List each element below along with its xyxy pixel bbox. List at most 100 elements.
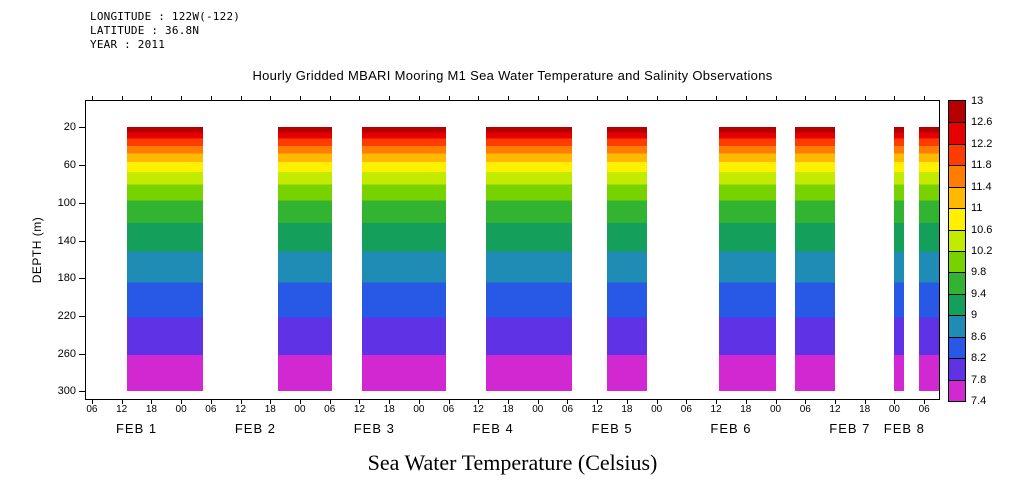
x-tick-mark [924, 96, 926, 101]
data-band [795, 127, 835, 392]
x-tick-mark [656, 96, 658, 101]
data-band [126, 127, 204, 392]
x-tick-label: 06 [443, 404, 455, 415]
y-tick-label: 300 [57, 385, 76, 398]
x-tick-mark [210, 399, 212, 404]
x-tick-mark [716, 399, 718, 404]
x-tick-label: 06 [324, 404, 336, 415]
colorbar-label: 11.8 [971, 159, 992, 172]
x-tick-mark [91, 96, 93, 101]
x-tick-mark [151, 399, 153, 404]
x-tick-label: 00 [532, 404, 544, 415]
x-tick-mark [270, 399, 272, 404]
colorbar-label: 9.8 [971, 266, 987, 279]
y-tick-mark [79, 316, 85, 317]
x-tick-label: 06 [205, 404, 217, 415]
x-axis-title: Sea Water Temperature (Celsius) [367, 450, 658, 475]
y-tick-label: 220 [57, 310, 76, 322]
y-tick-label: 260 [57, 347, 76, 360]
x-tick-mark [686, 96, 688, 101]
x-tick-label: 18 [859, 404, 871, 415]
x-tick-mark [359, 399, 361, 404]
y-tick-mark [79, 391, 85, 393]
x-tick-mark [181, 96, 183, 101]
x-tick-label: 18 [264, 404, 276, 415]
x-tick-mark [91, 399, 93, 404]
x-tick-mark [567, 96, 569, 101]
colorbar-label: 10.6 [971, 223, 993, 236]
x-tick-label: 00 [294, 404, 306, 415]
x-tick-label: 12 [116, 404, 128, 415]
x-tick-mark [389, 96, 391, 101]
x-tick-mark [805, 399, 807, 404]
x-tick-mark [418, 96, 420, 101]
x-tick-mark [537, 96, 539, 101]
x-tick-mark [686, 399, 688, 404]
colorbar-label: 12.6 [971, 116, 993, 129]
x-tick-label: 00 [888, 404, 900, 415]
y-tick-label: 100 [57, 196, 76, 209]
x-day-label: FEB 3 [353, 421, 395, 436]
x-tick-label: 18 [621, 404, 633, 415]
x-tick-mark [448, 96, 450, 101]
x-tick-mark [299, 399, 301, 404]
x-tick-label: 00 [175, 404, 187, 415]
colorbar-label: 11 [971, 202, 983, 215]
data-band [919, 127, 939, 392]
y-tick-mark [79, 353, 85, 355]
x-tick-label: 06 [918, 404, 930, 415]
y-tick-mark [79, 278, 85, 280]
x-day-label: FEB 4 [472, 421, 514, 436]
x-tick-mark [656, 399, 658, 404]
colorbar-label: 8.6 [971, 330, 987, 343]
colorbar-label: 7.8 [971, 373, 987, 386]
x-tick-mark [834, 96, 836, 101]
x-tick-label: 18 [740, 404, 752, 415]
colorbar-cell [949, 101, 965, 123]
x-tick-mark [478, 399, 480, 404]
chart-title: Hourly Gridded MBARI Mooring M1 Sea Wate… [252, 68, 773, 83]
colorbar-label: 11.4 [971, 180, 992, 193]
x-tick-mark [716, 96, 718, 101]
colorbar-label: 9.4 [971, 287, 987, 300]
plot-area: 06 12 18 00 06 12 18 00 06 12 18 00 06 12 18 00 06 12 18 00… [58, 96, 940, 436]
x-tick-label: 00 [769, 404, 782, 415]
colorbar-cell [949, 208, 965, 230]
x-day-label: FEB 6 [710, 421, 752, 436]
colorbar-label: 12.2 [971, 137, 993, 150]
x-tick-mark [240, 96, 242, 101]
data-band [361, 127, 447, 392]
y-tick-mark [79, 127, 85, 129]
x-tick-mark [121, 399, 123, 404]
metadata-block: LONGITUDE : 122W(-122) LATITUDE : 36.8N … [90, 10, 240, 52]
colorbar-cell [949, 336, 965, 359]
x-tick-label: 06 [680, 404, 692, 415]
colorbar-cell [949, 122, 965, 144]
colorbar-cell [949, 143, 965, 166]
data-band [277, 127, 333, 392]
x-tick-mark [389, 399, 391, 404]
x-tick-label: 12 [353, 404, 365, 415]
data-band [485, 127, 573, 392]
colorbar-cell [949, 229, 965, 251]
y-tick-label: 140 [57, 234, 76, 247]
x-tick-mark [537, 399, 539, 404]
x-tick-mark [864, 399, 866, 404]
y-tick-label: 20 [63, 121, 76, 134]
colorbar-label: 7.4 [971, 395, 987, 407]
colorbar-label: 10.2 [971, 245, 993, 257]
data-band [607, 127, 647, 392]
x-tick-mark [567, 399, 569, 404]
x-tick-mark [626, 399, 628, 404]
data-band [894, 127, 905, 392]
x-tick-mark [864, 96, 866, 101]
colorbar-cell [949, 272, 965, 294]
x-tick-mark [924, 399, 926, 404]
y-tick-mark [79, 202, 85, 204]
colorbar-label: 9 [971, 309, 978, 322]
latitude-label: LATITUDE : 36.8N [90, 24, 200, 37]
x-tick-mark [508, 399, 510, 404]
x-tick-mark [299, 96, 301, 101]
x-tick-mark [448, 399, 450, 404]
colorbar-cell [949, 186, 965, 209]
